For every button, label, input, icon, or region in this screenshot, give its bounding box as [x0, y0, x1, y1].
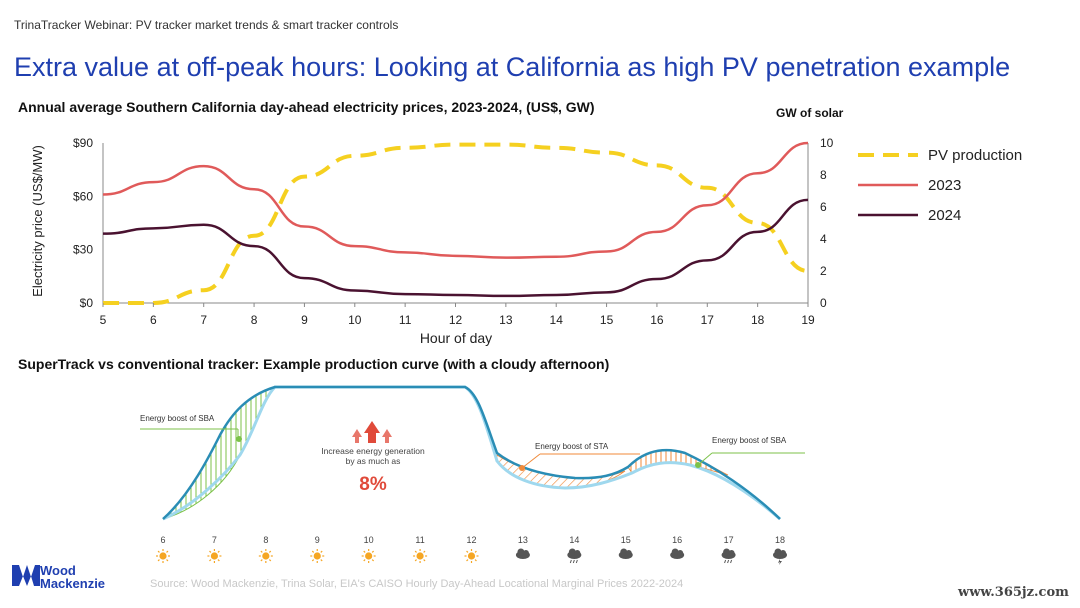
- hour-label: 8: [263, 535, 268, 545]
- x-tick-label: 9: [301, 313, 308, 327]
- sun-icon: [310, 549, 325, 563]
- sba-right-marker: [695, 462, 701, 468]
- sun-icon: [413, 549, 428, 563]
- hour-label: 17: [724, 535, 734, 545]
- increase-arrows-icon: [352, 421, 392, 443]
- hour-label: 13: [518, 535, 528, 545]
- sun-icon: [464, 549, 479, 563]
- sta-marker: [519, 465, 525, 471]
- sun-icon: [361, 549, 376, 563]
- conventional-tracker-curve: [162, 385, 781, 521]
- webinar-kicker: TrinaTracker Webinar: PV tracker market …: [14, 18, 399, 32]
- x-tick-label: 19: [801, 313, 815, 327]
- y2-tick-label: 6: [820, 200, 827, 214]
- y2-tick-label: 0: [820, 296, 827, 310]
- hour-label: 14: [569, 535, 579, 545]
- legend-label: 2023: [928, 177, 961, 194]
- x-tick-label: 15: [600, 313, 614, 327]
- x-tick-label: 16: [650, 313, 664, 327]
- logo-line2: Mackenzie: [40, 576, 106, 591]
- price-chart-subtitle: Annual average Southern California day-a…: [18, 99, 595, 115]
- hour-label: 7: [212, 535, 217, 545]
- x-tick-label: 6: [150, 313, 157, 327]
- hour-label: 18: [775, 535, 785, 545]
- watermark: www.365jz.com: [958, 585, 1069, 600]
- series-line-2024: [102, 198, 809, 298]
- y-tick-label: $0: [80, 296, 94, 310]
- hour-label: 11: [415, 535, 424, 545]
- sba-right-label: Energy boost of SBA: [712, 436, 787, 445]
- rain-cloud-icon: [721, 548, 736, 564]
- cloud-icon: [618, 548, 633, 559]
- y2-tick-label: 10: [820, 136, 834, 150]
- y2-tick-label: 2: [820, 264, 827, 278]
- series-line-pv-production: [103, 142, 809, 305]
- x-tick-label: 11: [399, 313, 412, 327]
- x-tick-label: 13: [499, 313, 513, 327]
- sun-icon: [156, 549, 170, 563]
- y2-tick-label: 4: [820, 232, 827, 246]
- x-tick-label: 7: [200, 313, 207, 327]
- x-tick-label: 12: [449, 313, 463, 327]
- y-tick-label: $30: [73, 243, 93, 257]
- sun-icon: [258, 549, 273, 563]
- x-tick-label: 14: [550, 313, 564, 327]
- right-axis-title: GW of solar: [776, 106, 844, 120]
- rain-cloud-icon: [567, 548, 582, 564]
- production-chart-subtitle: SuperTrack vs conventional tracker: Exam…: [18, 356, 610, 372]
- hour-label: 9: [315, 535, 320, 545]
- x-axis-label: Hour of day: [420, 330, 492, 346]
- cloud-icon: [515, 548, 530, 559]
- increase-text-line2: by as much as: [346, 456, 401, 466]
- hour-label: 10: [364, 535, 374, 545]
- legend-label: PV production: [928, 147, 1022, 164]
- x-tick-label: 8: [251, 313, 258, 327]
- sba-left-label: Energy boost of SBA: [140, 414, 215, 423]
- increase-text-line1: Increase energy generation: [321, 446, 425, 456]
- wood-mackenzie-logo: Wood Mackenzie: [40, 564, 105, 590]
- sta-leader-diag: [521, 453, 541, 469]
- x-tick-label: 17: [701, 313, 715, 327]
- storm-cloud-icon: [773, 548, 787, 565]
- source-note: Source: Wood Mackenzie, Trina Solar, EIA…: [150, 578, 684, 590]
- x-tick-label: 10: [348, 313, 362, 327]
- sta-label: Energy boost of STA: [535, 442, 609, 451]
- sun-icon: [207, 549, 222, 563]
- hour-label: 12: [466, 535, 476, 545]
- y-tick-label: $60: [73, 189, 93, 203]
- cloud-icon: [670, 548, 685, 559]
- price-chart: 5 6 7 8 9 10 11 12 13 14 15 16 17 18 19 $0 $30 $60 $90 0 2 4 6…: [30, 136, 1022, 346]
- hour-label: 15: [621, 535, 631, 545]
- y2-tick-label: 8: [820, 168, 827, 182]
- sba-right-leader-diag: [697, 452, 713, 466]
- increase-value: 8%: [359, 474, 387, 495]
- page-title: Extra value at off-peak hours: Looking a…: [14, 52, 1011, 82]
- wood-mackenzie-logo-icon: [12, 565, 40, 586]
- series-line-2023: [102, 141, 809, 259]
- hour-label: 16: [672, 535, 682, 545]
- hour-label: 6: [160, 535, 165, 545]
- logo-line1: Wood: [40, 563, 76, 578]
- x-tick-label: 5: [100, 313, 107, 327]
- y-axis-label: Electricity price (US$/MW): [30, 145, 45, 297]
- legend-label: 2024: [928, 207, 961, 224]
- y-tick-label: $90: [73, 136, 93, 150]
- sba-left-marker: [236, 436, 242, 442]
- production-curve-chart: Energy boost of SBA Energy boost of STA …: [140, 385, 805, 565]
- x-tick-label: 18: [751, 313, 765, 327]
